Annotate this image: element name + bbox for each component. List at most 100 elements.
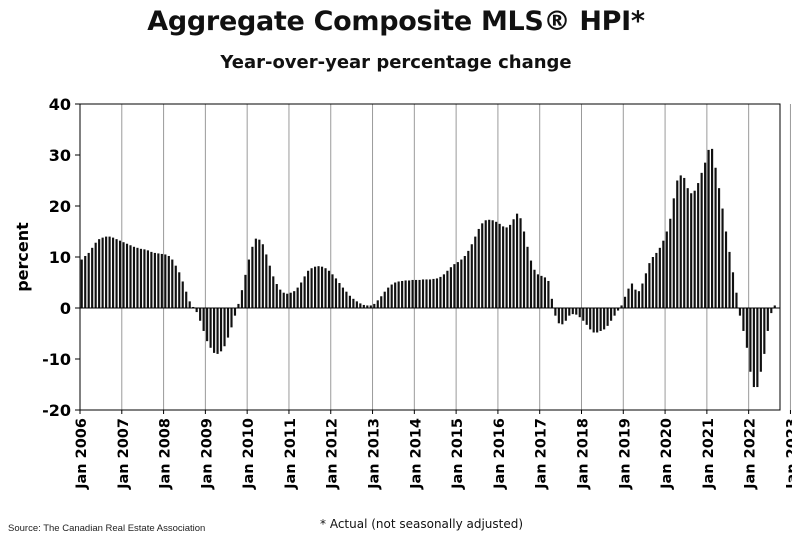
bar [648,263,651,308]
bar [637,291,641,308]
y-tick-label: 40 [49,95,71,114]
bar [756,308,759,388]
bar [164,254,167,308]
bar [439,276,442,308]
bar [240,290,244,308]
bar [334,278,338,308]
bar [634,289,637,308]
x-tick-label: Jan 2021 [701,418,717,490]
bar [94,242,97,308]
bar [421,279,425,308]
bar [143,249,146,308]
bar [683,177,686,308]
bar [296,287,299,308]
bar [488,219,491,308]
bar [129,245,132,308]
bar [495,221,498,308]
bar [192,306,195,308]
bar [714,167,717,308]
bar [146,250,149,308]
bar [213,308,216,353]
bar [125,243,129,308]
bar [759,308,762,372]
bar [380,296,383,308]
x-tick-label: Jan 2007 [116,418,132,490]
bar [366,305,369,308]
bar [408,280,411,308]
plot-frame [79,103,781,411]
bar [387,287,390,308]
bar [522,231,526,308]
bar [623,296,627,308]
source-note: Source: The Canadian Real Estate Associa… [8,523,206,534]
bar [91,247,94,308]
bar [676,180,679,308]
bar [550,298,553,308]
x-tick-label: Jan 2019 [617,418,633,490]
bar [460,259,463,308]
bar [226,308,230,338]
bar [307,270,310,308]
bar [401,280,404,308]
bar [265,254,268,308]
bar [87,252,90,308]
bar [286,293,289,308]
bar [327,270,331,308]
x-tick-label: Jan 2012 [325,418,341,490]
bar [498,223,501,308]
bar [118,240,122,308]
bar [613,308,616,316]
bar [690,193,693,308]
bar [491,220,494,308]
bar [561,308,564,325]
bar [313,266,317,308]
bar [481,223,484,308]
bar [390,284,393,308]
bar [766,308,769,331]
bar [404,280,407,308]
bar [529,260,533,308]
bar [167,255,170,308]
bar [582,308,585,321]
bar [711,148,714,308]
bar [585,308,588,325]
bar [317,266,320,308]
bar [157,253,160,308]
bar [693,190,696,308]
bar [456,262,459,308]
gridlines [121,104,791,410]
bar [700,172,703,308]
x-tick-label: Jan 2006 [74,418,90,490]
y-tick-label: -20 [42,401,71,420]
y-tick-label: 30 [49,146,71,165]
bar [773,305,776,308]
bar [728,251,731,308]
y-tick-label: 0 [60,299,71,318]
bar [477,228,480,308]
bar [735,292,738,308]
x-tick-label: Jan 2022 [743,418,759,490]
bar [707,149,710,308]
bar [425,279,428,308]
bar [112,237,115,308]
bar [251,246,254,308]
bar [202,308,205,331]
bar [763,308,766,354]
bar [435,278,439,308]
bar [279,289,282,308]
bar [98,239,101,308]
bar [160,253,163,308]
bar [352,298,355,308]
bar [282,292,285,308]
bar [672,198,675,308]
bar [742,308,745,331]
bar [293,291,296,308]
bar [244,274,247,308]
x-tick-label: Jan 2009 [199,418,215,490]
bar [655,252,658,308]
bar [272,276,275,308]
x-tick-label: Jan 2023 [784,418,792,490]
bar [536,274,540,308]
chart-title: Aggregate Composite MLS® HPI* [147,6,645,37]
bar [206,308,209,342]
